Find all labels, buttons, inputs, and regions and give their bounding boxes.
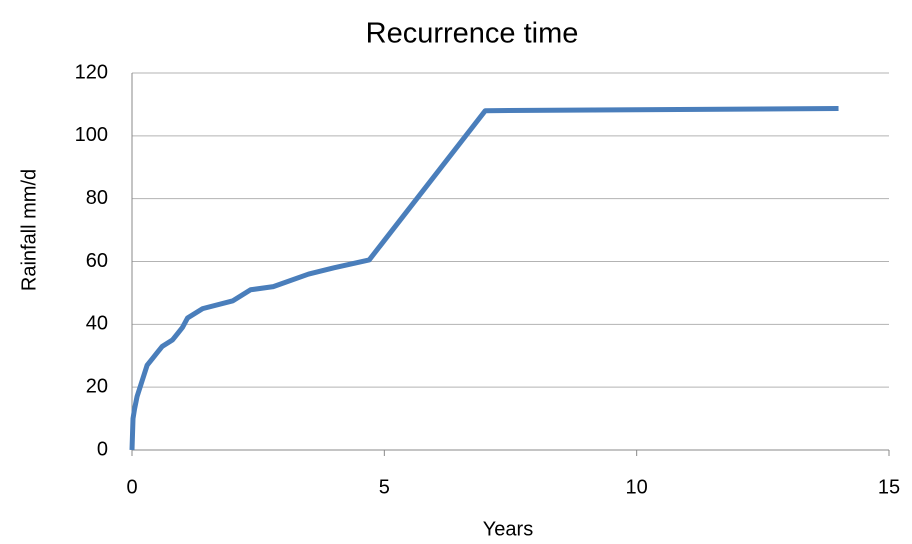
x-tick-label: 15 [878,476,900,498]
y-tick-label: 60 [86,250,108,272]
chart-title: Recurrence time [366,18,579,50]
line-series [129,106,839,451]
x-tick-label: 0 [126,476,137,498]
y-tick-label: 100 [75,124,108,146]
x-tick-label: 5 [379,476,390,498]
y-tick-label: 40 [86,313,108,335]
y-tick-label: 80 [86,187,108,209]
y-tick-label: 20 [86,375,108,397]
x-axis-label: Years [483,518,533,540]
y-tick-label: 0 [97,438,108,460]
y-axis-label: Rainfall mm/d [18,169,40,291]
x-tick-label: 10 [626,476,648,498]
y-tick-label: 120 [75,61,108,83]
